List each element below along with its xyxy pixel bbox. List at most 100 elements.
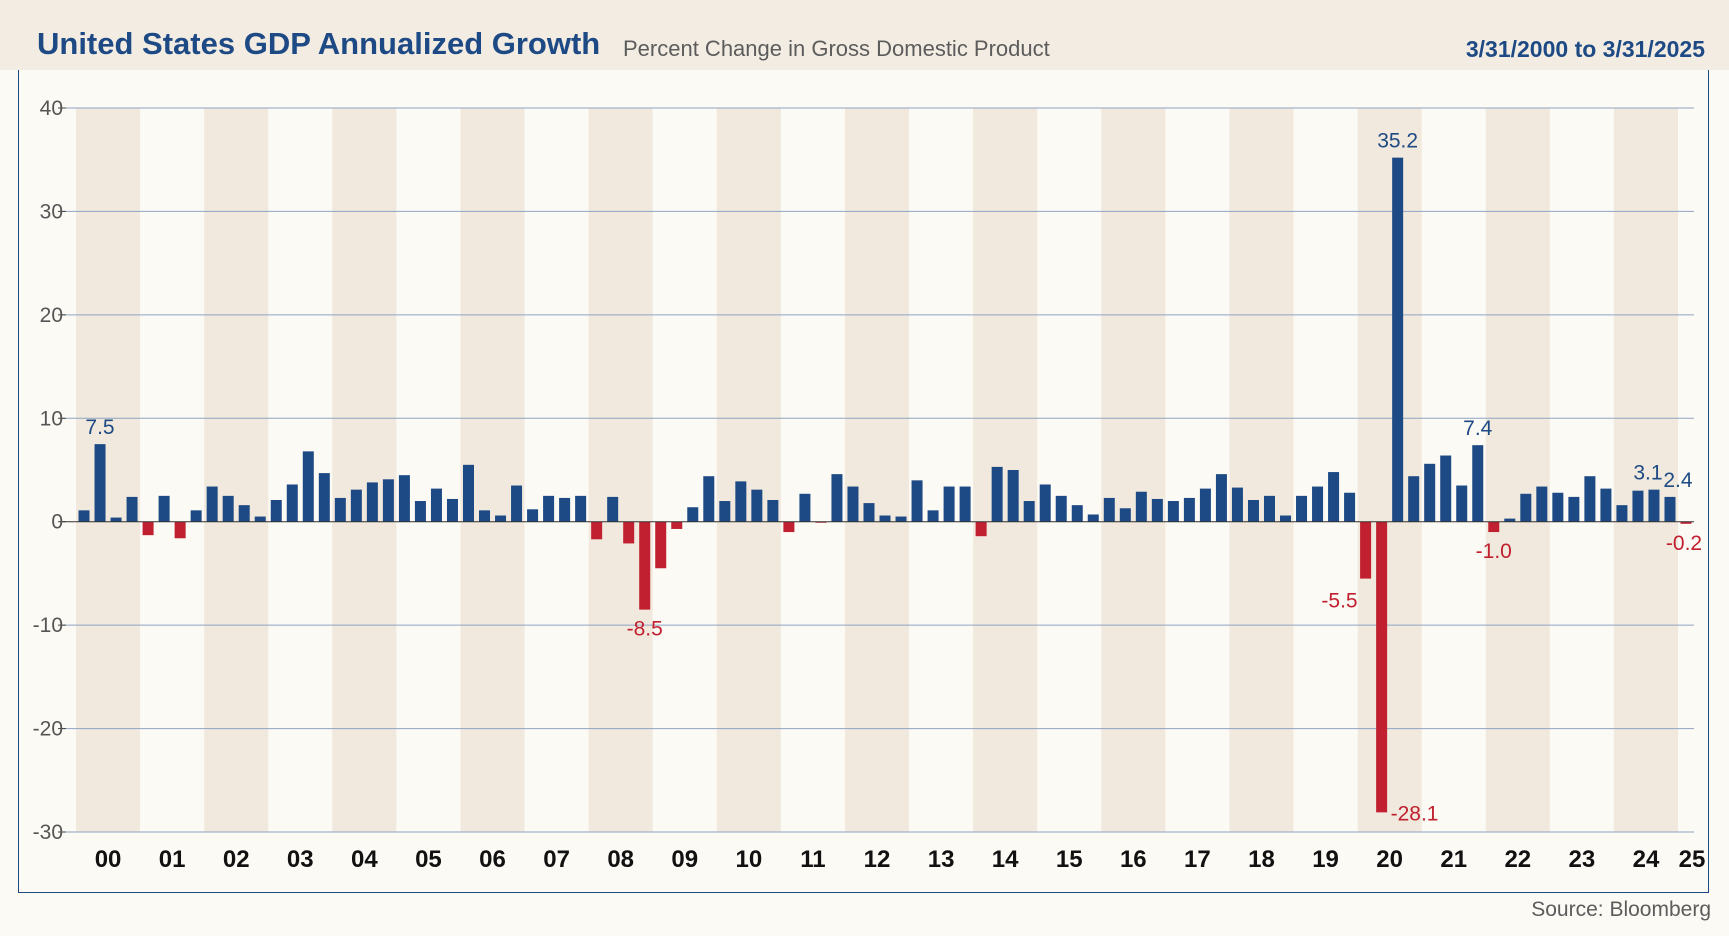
- bar: [847, 486, 859, 522]
- bar: [655, 521, 667, 569]
- bar: [1055, 495, 1067, 522]
- bar: [1183, 497, 1195, 522]
- x-tick-label: 03: [287, 846, 314, 873]
- x-tick-label: 20: [1376, 846, 1403, 873]
- bar: [382, 479, 394, 522]
- x-tick-label: 23: [1569, 846, 1596, 873]
- y-tick-label: 40: [40, 97, 63, 120]
- x-tick-label: 15: [1056, 846, 1083, 873]
- x-tick-label: 12: [864, 846, 891, 873]
- y-axis-ticks: 40 30 20 10 0 -10 -20 -30: [33, 97, 66, 844]
- bar: [639, 521, 651, 610]
- bar: [543, 495, 555, 522]
- x-tick-label: 17: [1184, 846, 1211, 873]
- plot-frame: [18, 70, 1709, 893]
- bar: [1648, 489, 1660, 522]
- year-band: [1229, 108, 1294, 832]
- bar: [1424, 463, 1436, 522]
- bar: [1247, 499, 1259, 522]
- y-tick-label: 30: [40, 200, 63, 223]
- chart-subtitle: Percent Change in Gross Domestic Product: [623, 36, 1050, 61]
- bar: [1167, 501, 1179, 522]
- x-tick-label: 09: [671, 846, 698, 873]
- x-tick-label: 18: [1248, 846, 1275, 873]
- bar: [1552, 492, 1564, 522]
- gridlines: [62, 107, 1694, 833]
- bar: [78, 510, 90, 522]
- bar: [1071, 505, 1083, 522]
- year-band: [1613, 108, 1678, 832]
- bar: [414, 501, 426, 522]
- data-label: 7.5: [85, 416, 114, 439]
- data-label: -5.5: [1321, 590, 1357, 613]
- x-tick-label: 19: [1312, 846, 1339, 873]
- bar: [815, 521, 827, 523]
- x-tick-label: 21: [1440, 846, 1467, 873]
- data-label: 7.4: [1463, 417, 1493, 440]
- bar: [1328, 472, 1340, 522]
- bar: [895, 516, 907, 522]
- year-band: [332, 108, 397, 832]
- bar: [575, 495, 587, 522]
- bar: [1135, 491, 1147, 522]
- data-labels: 7.5 -8.5 -5.5 -28.1 35.2 7.4 -1.0 3.1 2.4 -0.2: [85, 130, 1702, 826]
- bars: [78, 157, 1692, 813]
- bar: [1376, 521, 1388, 813]
- bar: [302, 451, 314, 522]
- x-tick-label: 13: [928, 846, 955, 873]
- bar: [671, 521, 683, 529]
- bar: [959, 486, 971, 522]
- bar: [1039, 484, 1051, 522]
- bar: [1360, 521, 1372, 579]
- bar: [334, 497, 346, 522]
- bar: [1584, 476, 1596, 522]
- x-tick-label: 01: [159, 846, 186, 873]
- bar: [1312, 486, 1324, 522]
- bar: [1023, 501, 1035, 522]
- bar: [831, 474, 843, 522]
- x-tick-label: 06: [479, 846, 506, 873]
- bar: [446, 498, 458, 522]
- y-tick-label: -20: [33, 718, 63, 741]
- x-tick-label: 10: [735, 846, 762, 873]
- bar: [1199, 488, 1211, 522]
- bar: [991, 466, 1003, 522]
- bar: [863, 503, 875, 522]
- bar: [1296, 495, 1308, 522]
- bar: [703, 476, 715, 522]
- bar: [911, 480, 923, 522]
- bar: [975, 521, 987, 537]
- bar: [927, 510, 939, 522]
- bar: [591, 521, 603, 540]
- bar: [222, 495, 234, 522]
- bar: [1392, 157, 1404, 522]
- bar: [623, 521, 635, 544]
- bar: [270, 499, 282, 522]
- bar: [1440, 455, 1452, 522]
- bar: [398, 475, 410, 522]
- year-band: [716, 108, 781, 832]
- year-band: [588, 108, 653, 832]
- bar: [879, 515, 891, 522]
- y-tick-label: 10: [40, 407, 63, 430]
- bar: [158, 495, 170, 522]
- bar: [1472, 445, 1484, 522]
- bar: [206, 486, 218, 522]
- bar: [735, 481, 747, 522]
- y-tick-label: 20: [40, 304, 63, 327]
- data-label: 35.2: [1377, 130, 1418, 153]
- data-label: -28.1: [1391, 802, 1439, 825]
- x-tick-label: 07: [543, 846, 570, 873]
- bar: [607, 496, 619, 522]
- bar: [1215, 474, 1227, 522]
- x-tick-label: 02: [223, 846, 250, 873]
- data-label: 3.1: [1633, 462, 1662, 485]
- bar: [1231, 487, 1243, 522]
- year-bands: [76, 108, 1678, 832]
- bar: [1119, 508, 1131, 522]
- data-label: -0.2: [1666, 532, 1702, 555]
- bar: [479, 510, 491, 522]
- bar: [110, 517, 122, 522]
- x-tick-label: 25: [1679, 846, 1706, 873]
